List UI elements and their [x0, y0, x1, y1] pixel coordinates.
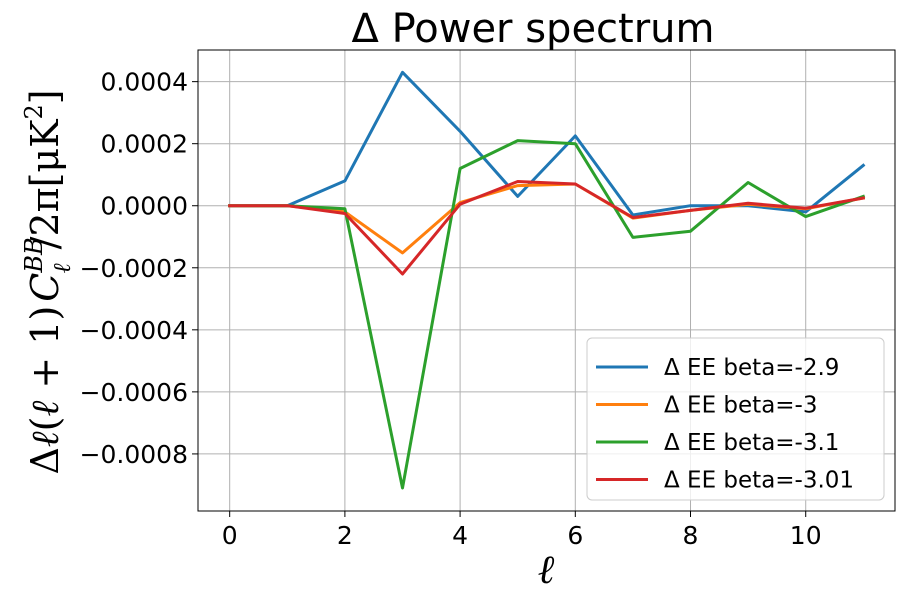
y-tick-label: 0.0004	[101, 68, 188, 97]
y-label-close: ]	[23, 89, 67, 104]
plot-frame	[197, 49, 896, 512]
legend-frame	[586, 337, 885, 501]
x-tick-label: 2	[337, 521, 353, 550]
y-label-c: C	[23, 273, 67, 302]
x-tick-label: 4	[452, 521, 468, 550]
series-line-3	[228, 139, 866, 490]
y-tick-label: −0.0006	[80, 378, 188, 407]
x-axis-label: ℓ	[538, 547, 555, 593]
x-tick-label: 8	[683, 521, 699, 550]
y-tick-label: 0.0000	[101, 192, 188, 221]
legend-label-1: Δ EE beta=-2.9	[664, 355, 839, 381]
y-label-open-paren: (	[23, 417, 67, 432]
series-group	[228, 70, 866, 490]
y-label-superscript: BB	[20, 237, 48, 273]
y-label-tail: /2π[μK	[23, 119, 67, 249]
y-label-ell-2: ℓ	[23, 401, 67, 417]
y-tick-label: −0.0002	[80, 254, 188, 283]
series-line-1	[228, 70, 866, 217]
x-ticks: 0 2 4 6 8 10	[222, 511, 822, 550]
series-line-4	[228, 180, 866, 276]
x-tick-label: 0	[222, 521, 238, 550]
y-ticks: 0.0004 0.0002 0.0000 −0.0002 −0.0004 −0.0006 −…	[80, 68, 198, 469]
y-axis-label: Δℓ(ℓ + 1)CBBℓ/2π[μK2]	[20, 89, 76, 474]
legend-label-3: Δ EE beta=-3.1	[664, 430, 839, 456]
y-tick-label: −0.0008	[80, 440, 188, 469]
legend: Δ EE beta=-2.9 Δ EE beta=-3 Δ EE beta=-3.1…	[586, 337, 885, 501]
x-tick-label: 10	[790, 521, 822, 550]
legend-label-4: Δ EE beta=-3.01	[664, 468, 854, 494]
x-tick-label: 6	[567, 521, 583, 550]
y-tick-label: 0.0002	[101, 130, 188, 159]
legend-label-2: Δ EE beta=-3	[664, 393, 818, 419]
y-label-delta: Δ	[23, 447, 67, 474]
y-tick-label: −0.0004	[80, 316, 188, 345]
chart-title: Δ Power spectrum	[351, 6, 714, 52]
y-label-subscript: ℓ	[48, 263, 76, 273]
y-label-ell-1: ℓ	[23, 431, 67, 447]
y-label-squared: 2	[20, 104, 48, 119]
y-label-plus-one: + 1)	[23, 306, 67, 401]
